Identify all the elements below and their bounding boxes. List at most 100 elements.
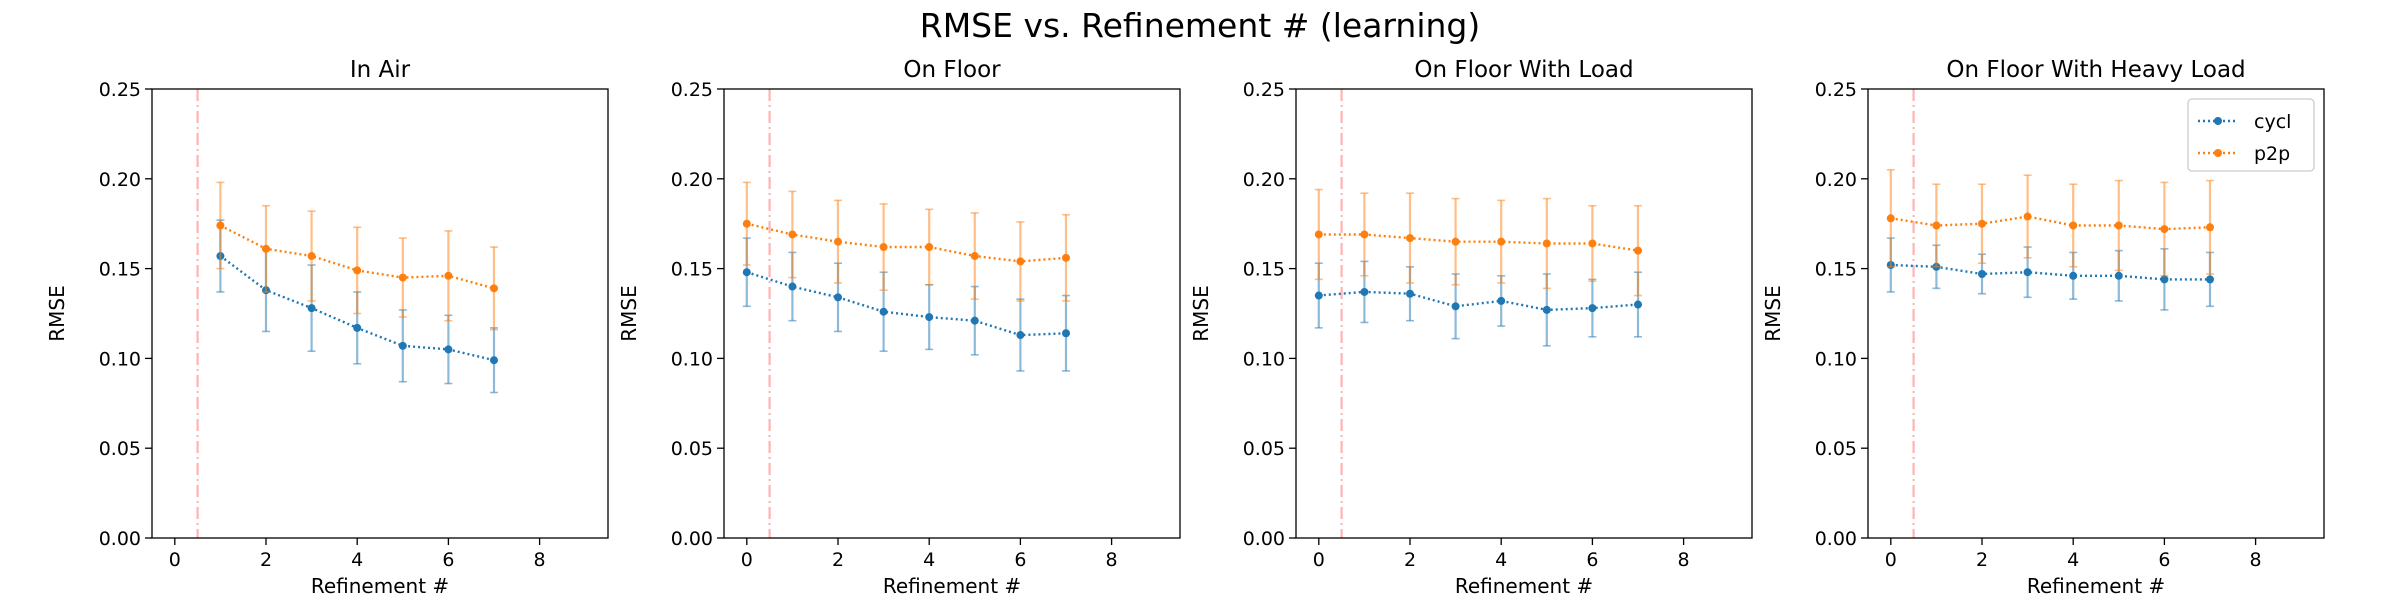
- legend-label-cycl: cycl: [2254, 111, 2291, 133]
- data-point: [398, 341, 407, 350]
- data-point: [1542, 305, 1551, 314]
- data-point: [1634, 246, 1642, 255]
- data-point: [1314, 291, 1323, 300]
- y-tick-label: 0.10: [1815, 348, 1857, 370]
- data-point: [398, 273, 407, 282]
- x-tick-label: 6: [442, 549, 454, 571]
- series-p2p: [216, 181, 498, 331]
- series-line: [1890, 215, 2211, 231]
- y-tick-label: 0.10: [99, 348, 141, 370]
- data-point: [444, 271, 453, 280]
- y-tick-label: 0.25: [1243, 79, 1285, 101]
- x-tick-label: 6: [2158, 549, 2170, 571]
- x-tick-label: 8: [2250, 549, 2262, 571]
- y-tick-label: 0.10: [671, 348, 713, 370]
- y-tick-label: 0.15: [1243, 259, 1285, 281]
- x-tick-label: 4: [923, 549, 935, 571]
- y-tick-label: 0.10: [1243, 348, 1285, 370]
- data-point: [925, 243, 934, 252]
- data-point: [490, 284, 498, 293]
- axes-frame: [1295, 88, 1753, 539]
- series-line: [746, 271, 1067, 337]
- series-p2p: [1886, 169, 2214, 277]
- data-point: [1978, 219, 1986, 228]
- data-point: [1978, 269, 1986, 278]
- y-tick-label: 0.05: [671, 438, 713, 460]
- data-point: [970, 252, 979, 261]
- data-point: [1634, 300, 1642, 309]
- data-point: [1360, 230, 1369, 239]
- y-tick-label: 0.25: [1815, 79, 1857, 101]
- y-tick-label: 0.25: [99, 79, 141, 101]
- y-tick-label: 0.20: [99, 169, 141, 191]
- x-axis-label: Refinement #: [2027, 574, 2165, 598]
- y-axis-label: RMSE: [617, 285, 641, 341]
- data-point: [788, 282, 797, 291]
- x-tick-label: 6: [1586, 549, 1598, 571]
- data-point: [879, 307, 888, 316]
- panel-title: On Floor: [903, 57, 1001, 83]
- x-tick-label: 2: [1404, 549, 1416, 571]
- data-point: [879, 243, 888, 252]
- legend-frame: [2187, 98, 2315, 172]
- series-line: [746, 222, 1067, 263]
- axes-frame: [151, 88, 609, 539]
- data-point: [353, 323, 362, 332]
- x-tick-label: 2: [260, 549, 272, 571]
- x-tick-label: 0: [741, 549, 753, 571]
- x-axis-label: Refinement #: [311, 574, 449, 598]
- y-tick-label: 0.05: [99, 438, 141, 460]
- data-point: [1932, 221, 1941, 230]
- data-point: [742, 268, 751, 277]
- data-point: [307, 304, 316, 313]
- data-point: [1360, 287, 1369, 296]
- data-point: [834, 293, 842, 302]
- x-tick-label: 4: [351, 549, 363, 571]
- legend: cycl p2p: [2187, 98, 2315, 172]
- data-point: [2023, 268, 2032, 277]
- data-point: [1451, 237, 1460, 246]
- legend-label-p2p: p2p: [2254, 143, 2290, 165]
- y-tick-label: 0.05: [1243, 438, 1285, 460]
- x-tick-label: 8: [1678, 549, 1690, 571]
- data-point: [788, 230, 797, 239]
- data-point: [1062, 253, 1070, 262]
- y-tick-label: 0.25: [671, 79, 713, 101]
- chart-panel-1: In Air 0 2 4 6 8 0.00 0.05 0.10 0.15 0.20 0.25 Refin…: [45, 57, 609, 598]
- x-tick-label: 8: [1106, 549, 1118, 571]
- data-point: [2160, 275, 2169, 284]
- y-axis-label: RMSE: [45, 285, 69, 341]
- y-tick-label: 0.20: [1815, 169, 1857, 191]
- series-p2p: [742, 181, 1070, 302]
- x-tick-label: 8: [534, 549, 546, 571]
- y-tick-label: 0.00: [1815, 528, 1857, 550]
- y-tick-label: 0.15: [1815, 259, 1857, 281]
- x-tick-label: 0: [1313, 549, 1325, 571]
- data-point: [2160, 225, 2169, 234]
- figure-title: RMSE vs. Refinement # (learning): [919, 6, 1481, 45]
- data-point: [1314, 230, 1323, 239]
- data-point: [262, 244, 270, 253]
- data-point: [2069, 221, 2078, 230]
- y-axis-label: RMSE: [1189, 285, 1213, 341]
- chart-panel-4: On Floor With Heavy Load 0 2 4 6 8 0.00 0.05 0.1…: [1761, 57, 2325, 598]
- legend-marker-cycl: [2214, 117, 2222, 125]
- data-point: [834, 237, 842, 246]
- x-tick-label: 0: [169, 549, 181, 571]
- panel-title: On Floor With Heavy Load: [1946, 57, 2245, 83]
- series-line: [1318, 233, 1639, 252]
- data-point: [353, 266, 362, 275]
- x-tick-label: 2: [1976, 549, 1988, 571]
- y-tick-label: 0.20: [671, 169, 713, 191]
- y-tick-label: 0.15: [99, 259, 141, 281]
- data-point: [1451, 302, 1460, 311]
- y-tick-label: 0.00: [99, 528, 141, 550]
- legend-marker-p2p: [2214, 149, 2222, 157]
- data-point: [444, 345, 453, 354]
- data-point: [307, 252, 316, 261]
- data-point: [1542, 239, 1551, 248]
- data-point: [1588, 304, 1597, 313]
- series-cycl: [742, 237, 1070, 372]
